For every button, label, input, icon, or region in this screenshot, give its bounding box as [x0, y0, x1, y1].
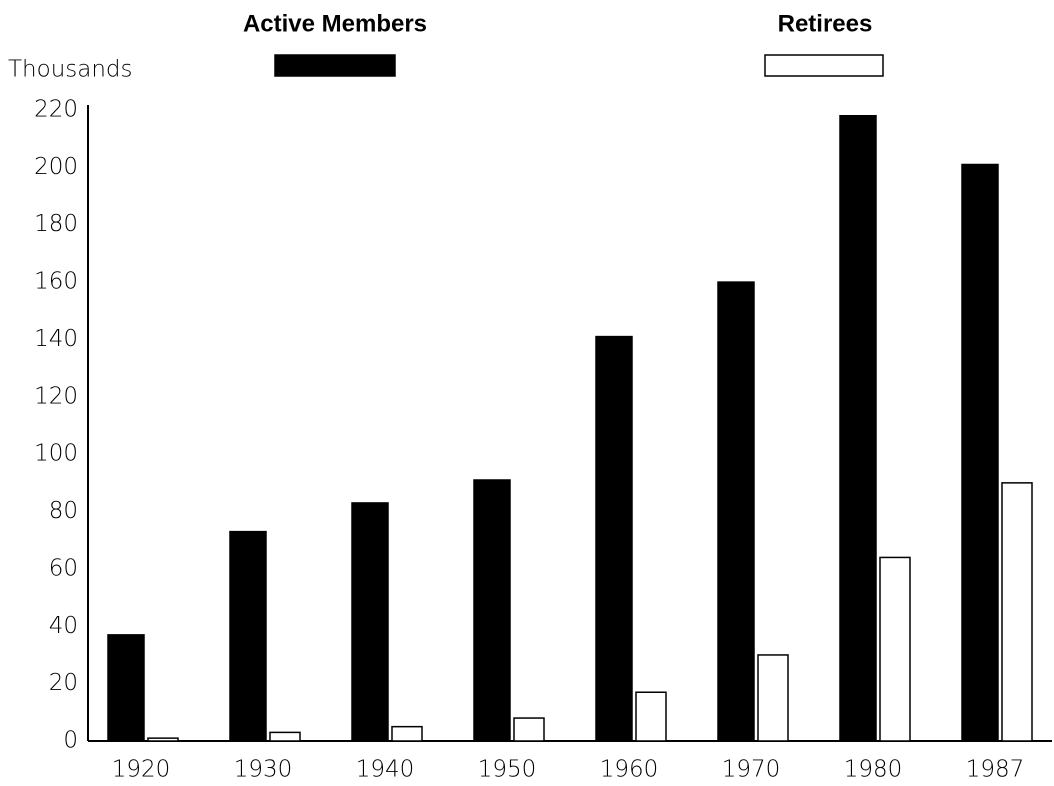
x-tick-label: 1920 — [112, 757, 171, 783]
bar — [595, 335, 633, 742]
x-tick-label: 1930 — [234, 757, 293, 783]
legend-swatch — [764, 54, 884, 77]
bar — [839, 114, 877, 742]
bar — [147, 737, 179, 742]
y-tick-label: 140 — [34, 326, 78, 352]
bar — [513, 717, 545, 742]
bar — [391, 725, 423, 742]
x-tick-label: 1987 — [966, 757, 1025, 783]
y-tick-label: 200 — [34, 154, 78, 180]
bar — [717, 281, 755, 742]
y-tick-label: 220 — [34, 97, 78, 123]
legend-swatch — [274, 54, 396, 77]
y-tick-label: 20 — [49, 670, 78, 696]
x-tick-label: 1970 — [722, 757, 781, 783]
bar — [107, 634, 145, 742]
y-tick-label: 80 — [49, 498, 78, 524]
bar — [351, 502, 389, 742]
bar — [635, 691, 667, 742]
x-tick-label: 1980 — [844, 757, 903, 783]
bar — [961, 163, 999, 742]
x-tick-label: 1950 — [478, 757, 537, 783]
bar — [879, 556, 911, 742]
bar — [473, 479, 511, 742]
y-tick-label: 60 — [49, 555, 78, 581]
x-tick-label: 1940 — [356, 757, 415, 783]
y-tick-label: 100 — [34, 441, 78, 467]
bar — [269, 731, 301, 742]
y-tick-label: 160 — [34, 269, 78, 295]
bar — [1001, 482, 1033, 742]
legend-label: Active Members — [243, 10, 427, 37]
bar — [757, 654, 789, 742]
bar — [229, 530, 267, 742]
y-axis-label: Thousands — [8, 57, 133, 83]
legend-label: Retirees — [778, 10, 873, 37]
y-tick-label: 120 — [34, 383, 78, 409]
x-tick-label: 1960 — [600, 757, 659, 783]
y-tick-label: 40 — [49, 613, 78, 639]
y-tick-label: 0 — [63, 728, 78, 754]
y-tick-label: 180 — [34, 211, 78, 237]
